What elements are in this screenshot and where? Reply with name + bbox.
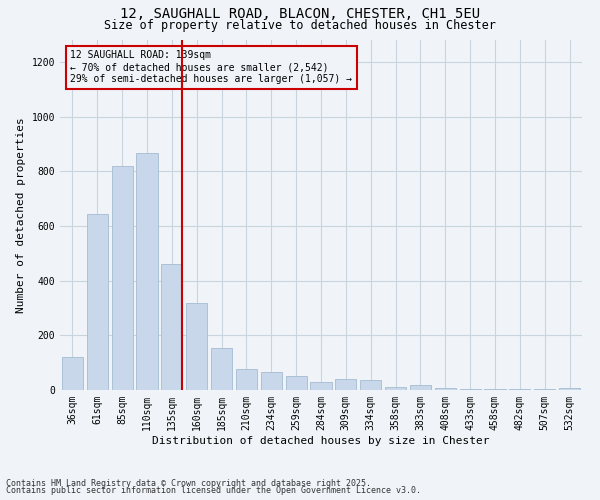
Bar bbox=[286, 376, 307, 390]
Bar bbox=[261, 372, 282, 390]
Bar bbox=[236, 370, 257, 390]
Bar bbox=[186, 302, 207, 390]
Bar bbox=[62, 357, 83, 390]
Bar bbox=[460, 388, 481, 390]
Text: Contains HM Land Registry data © Crown copyright and database right 2025.: Contains HM Land Registry data © Crown c… bbox=[6, 478, 371, 488]
Text: Size of property relative to detached houses in Chester: Size of property relative to detached ho… bbox=[104, 18, 496, 32]
Text: 12 SAUGHALL ROAD: 139sqm
← 70% of detached houses are smaller (2,542)
29% of sem: 12 SAUGHALL ROAD: 139sqm ← 70% of detach… bbox=[70, 50, 352, 84]
Bar bbox=[435, 388, 456, 390]
Bar bbox=[509, 388, 530, 390]
Bar bbox=[559, 388, 580, 390]
Bar bbox=[112, 166, 133, 390]
Bar bbox=[360, 380, 381, 390]
Bar bbox=[385, 388, 406, 390]
Bar bbox=[211, 348, 232, 390]
Y-axis label: Number of detached properties: Number of detached properties bbox=[16, 117, 26, 313]
Bar bbox=[410, 384, 431, 390]
Bar bbox=[335, 379, 356, 390]
Text: 12, SAUGHALL ROAD, BLACON, CHESTER, CH1 5EU: 12, SAUGHALL ROAD, BLACON, CHESTER, CH1 … bbox=[120, 8, 480, 22]
X-axis label: Distribution of detached houses by size in Chester: Distribution of detached houses by size … bbox=[152, 436, 490, 446]
Bar bbox=[534, 388, 555, 390]
Bar bbox=[161, 264, 182, 390]
Text: Contains public sector information licensed under the Open Government Licence v3: Contains public sector information licen… bbox=[6, 486, 421, 495]
Bar bbox=[136, 154, 158, 390]
Bar bbox=[310, 382, 332, 390]
Bar bbox=[87, 214, 108, 390]
Bar bbox=[484, 388, 506, 390]
